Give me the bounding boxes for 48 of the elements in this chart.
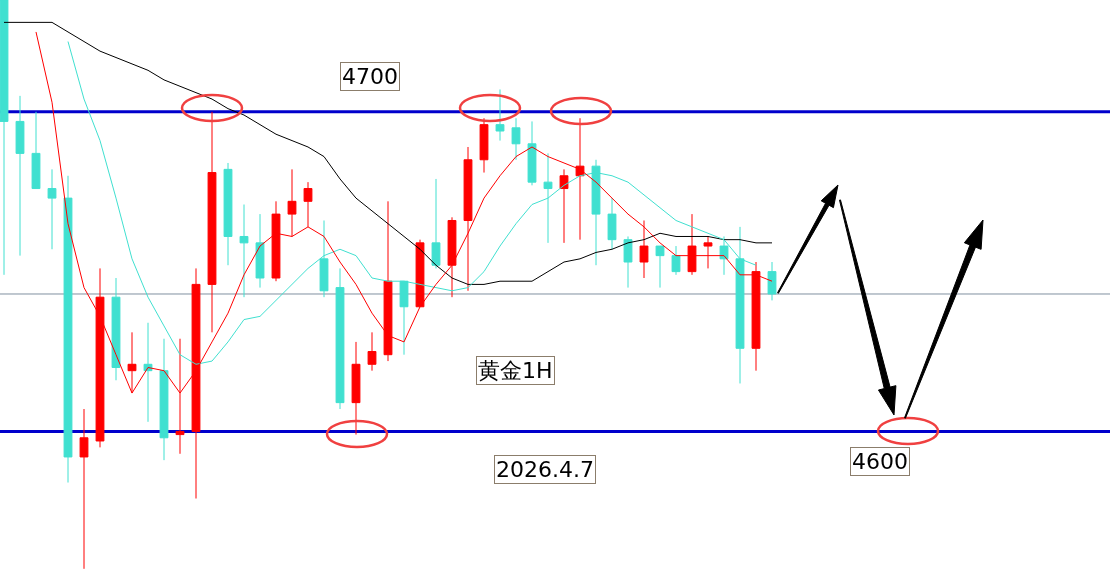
ref-line-label: 4700 <box>342 64 398 89</box>
candlestick <box>655 245 665 289</box>
candlestick <box>143 322 153 423</box>
candlestick <box>255 213 265 289</box>
candlestick <box>751 261 761 372</box>
ref-line-label: 4600 <box>852 449 908 474</box>
candlestick <box>223 162 233 266</box>
candlestick <box>703 235 713 269</box>
candlestick <box>31 111 41 190</box>
annotation: 2026.4.7 <box>496 457 594 482</box>
candlestick <box>575 117 585 241</box>
candlestick <box>607 197 617 250</box>
candlestick <box>303 181 313 228</box>
candlestick <box>79 408 89 570</box>
candlestick <box>687 213 697 276</box>
candlestick <box>0 0 9 276</box>
candlestick <box>671 245 681 276</box>
candlestick <box>383 200 393 362</box>
candlestick <box>271 200 281 282</box>
candlestick <box>719 235 729 276</box>
candlestick <box>239 204 249 298</box>
candlestick <box>351 341 361 436</box>
candlestick <box>415 239 425 308</box>
candlestick <box>479 117 489 174</box>
candlestick <box>591 159 601 266</box>
candlestick <box>559 168 569 244</box>
candlestick <box>431 178 441 269</box>
candlestick <box>399 280 409 356</box>
candlestick <box>15 95 25 257</box>
candlestick <box>639 219 649 279</box>
candlestick <box>767 261 777 301</box>
candlestick <box>447 216 457 298</box>
candlestick <box>287 168 297 237</box>
candlestick <box>511 117 521 161</box>
candlestick <box>495 88 505 142</box>
candlestick <box>63 175 73 484</box>
candlestick <box>47 168 57 250</box>
candlestick <box>111 277 121 381</box>
candlestick <box>543 152 553 244</box>
candlestick <box>319 219 329 298</box>
candlestick <box>367 331 377 372</box>
candlestick <box>335 267 345 410</box>
annotation: 黄金1H <box>478 358 553 383</box>
candlestick <box>623 235 633 289</box>
candlestick <box>463 146 473 292</box>
candlestick <box>159 338 169 461</box>
candlestick <box>207 111 217 333</box>
candlestick <box>527 120 537 186</box>
